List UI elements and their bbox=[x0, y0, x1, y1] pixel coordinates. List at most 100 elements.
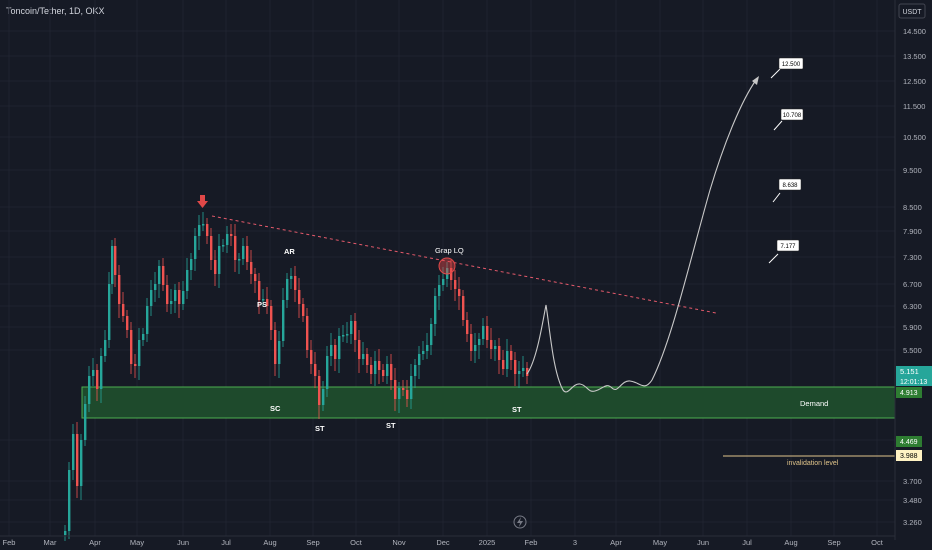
invalidation-tag bbox=[896, 450, 922, 461]
countdown-value: 12:01:13 bbox=[900, 379, 927, 386]
svg-text:12.500: 12.500 bbox=[782, 62, 801, 68]
target-8638: 8.638 bbox=[772, 178, 802, 203]
candle-body bbox=[354, 321, 357, 340]
svg-text:10.708: 10.708 bbox=[783, 113, 802, 119]
candle-body bbox=[398, 388, 401, 399]
price-tick-label: 9.500 bbox=[903, 166, 922, 175]
liquidity-grab-marker bbox=[438, 257, 456, 275]
candle-body bbox=[166, 285, 169, 304]
candle-body bbox=[186, 270, 189, 291]
projection-arrowhead bbox=[752, 76, 759, 85]
time-tick-label: 3 bbox=[573, 538, 577, 547]
candle-body bbox=[150, 290, 153, 306]
candle-body bbox=[262, 299, 265, 301]
candle-body bbox=[518, 371, 521, 374]
demand-zone-label: Demand bbox=[800, 399, 828, 408]
candle-body bbox=[346, 334, 349, 336]
candle-body bbox=[178, 290, 181, 304]
top-arrow-icon bbox=[197, 195, 208, 208]
candle-body bbox=[84, 404, 87, 440]
time-tick-label: Feb bbox=[525, 538, 538, 547]
demand-bottom-tag bbox=[896, 436, 922, 447]
candle-body bbox=[274, 330, 277, 364]
time-tick-label: Feb bbox=[3, 538, 16, 547]
candle-body bbox=[470, 334, 473, 351]
candle-body bbox=[494, 346, 497, 349]
price-tick-label: 14.500 bbox=[903, 27, 926, 36]
candle-body bbox=[526, 368, 529, 376]
candle-body bbox=[406, 390, 409, 399]
price-tick-label: 5.900 bbox=[903, 323, 922, 332]
candle-body bbox=[76, 434, 79, 486]
currency-badge[interactable] bbox=[898, 3, 926, 19]
candle-body bbox=[162, 266, 165, 285]
candle-body bbox=[130, 330, 133, 364]
demand-bottom-value: 4.469 bbox=[900, 439, 918, 446]
time-tick-label: Sep bbox=[306, 538, 319, 547]
price-tick-label: 7.300 bbox=[903, 253, 922, 262]
candle-body bbox=[294, 276, 297, 290]
candle-body bbox=[302, 304, 305, 316]
candle-body bbox=[134, 364, 137, 366]
candle-body bbox=[430, 324, 433, 345]
candle-body bbox=[378, 361, 381, 370]
candle-body bbox=[108, 284, 111, 340]
currency-label: USDT bbox=[902, 9, 922, 16]
demand-top-tag bbox=[896, 387, 922, 398]
demand-top-value: 4.913 bbox=[900, 390, 918, 397]
label-st-2: ST bbox=[386, 421, 396, 430]
candle-body bbox=[506, 351, 509, 369]
candle-body bbox=[100, 356, 103, 389]
time-tick-label: Aug bbox=[263, 538, 276, 547]
price-tick-label: 12.500 bbox=[903, 77, 926, 86]
candle-body bbox=[414, 365, 417, 376]
candle-body bbox=[474, 345, 477, 351]
candle-body bbox=[242, 246, 245, 259]
candle-body bbox=[462, 296, 465, 320]
candle-body bbox=[442, 279, 445, 285]
candle-body bbox=[326, 356, 329, 389]
time-tick-label: Nov bbox=[392, 538, 406, 547]
candle-body bbox=[438, 285, 441, 296]
svg-text:7.177: 7.177 bbox=[780, 244, 796, 250]
candle-body bbox=[418, 354, 421, 365]
price-tick-label: 3.480 bbox=[903, 496, 922, 505]
candle-body bbox=[454, 280, 457, 289]
time-tick-label: Jun bbox=[177, 538, 189, 547]
chart-title: Toncoin/Tether, 1D, OKX bbox=[6, 6, 105, 16]
candle-body bbox=[222, 245, 225, 247]
candle-body bbox=[342, 335, 345, 337]
candle-body bbox=[80, 440, 83, 486]
candle-body bbox=[482, 326, 485, 339]
price-tick-label: 13.500 bbox=[903, 52, 926, 61]
candle-body bbox=[246, 246, 249, 262]
price-tick-label: 3.700 bbox=[903, 477, 922, 486]
label-grap-lq: Grap LQ bbox=[435, 246, 464, 255]
label-st-3: ST bbox=[512, 405, 522, 414]
candle-body bbox=[478, 339, 481, 345]
candle-body bbox=[278, 341, 281, 364]
candle-body bbox=[374, 361, 377, 374]
candle-body bbox=[198, 225, 201, 236]
candle-body bbox=[362, 354, 365, 359]
candle-body bbox=[318, 376, 321, 405]
price-tick-label: 6.300 bbox=[903, 302, 922, 311]
time-tick-label: Jul bbox=[221, 538, 231, 547]
candle-body bbox=[350, 321, 353, 334]
invalidation-label: invalidation level bbox=[787, 460, 839, 467]
candle-body bbox=[310, 350, 313, 364]
candle-body bbox=[426, 345, 429, 351]
time-tick-label: Apr bbox=[89, 538, 101, 547]
candle-body bbox=[358, 340, 361, 359]
time-tick-label: Dec bbox=[436, 538, 450, 547]
lightning-icon[interactable] bbox=[513, 515, 527, 529]
candle-body bbox=[498, 346, 501, 360]
candle-body bbox=[258, 281, 261, 300]
time-axis[interactable]: Feb Mar Apr May Jun Jul Aug Sep Oct Nov Dec 2025 Feb… bbox=[3, 538, 884, 547]
price-axis[interactable]: 14.500 13.500 12.500 11.500 10.500 9.500 8.500… bbox=[903, 27, 926, 527]
candle-body bbox=[386, 364, 389, 376]
candle-body bbox=[72, 434, 75, 470]
target-7177: 7.177 bbox=[768, 239, 800, 264]
candle-body bbox=[330, 345, 333, 356]
